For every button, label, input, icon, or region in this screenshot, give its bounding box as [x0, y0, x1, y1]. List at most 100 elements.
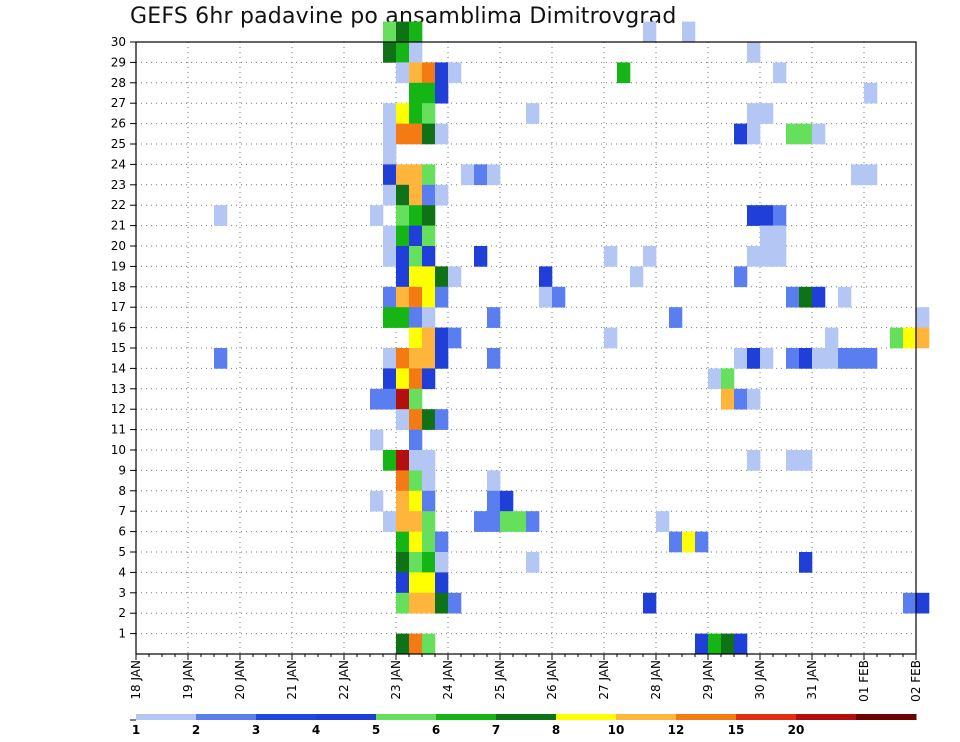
- heatmap-cell: [864, 348, 878, 369]
- heatmap-cell: [422, 531, 436, 553]
- heatmap-cell: [396, 205, 410, 226]
- y-tick-label: 7: [118, 504, 126, 518]
- heatmap-cell: [383, 246, 397, 267]
- heatmap-cell: [383, 225, 397, 247]
- y-tick-label: 4: [118, 565, 126, 579]
- heatmap-cell: [422, 184, 436, 206]
- heatmap-cell: [422, 225, 436, 247]
- x-tick-label: 30 JAN: [753, 660, 767, 700]
- heatmap-cell: [370, 429, 384, 451]
- legend-swatch: [796, 714, 857, 720]
- heatmap-cell: [734, 123, 748, 145]
- heatmap-cell: [422, 633, 436, 655]
- legend-label: 3: [252, 723, 260, 737]
- legend-label: 6: [432, 723, 440, 737]
- heatmap-cell: [643, 246, 657, 267]
- heatmap-cell: [422, 103, 436, 124]
- heatmap-cell: [786, 348, 800, 369]
- y-tick-label: 3: [118, 586, 126, 600]
- heatmap-cell: [721, 368, 735, 390]
- heatmap-cell: [487, 348, 501, 369]
- heatmap-cell: [396, 21, 410, 43]
- heatmap-cell: [734, 633, 748, 655]
- heatmap-cell: [747, 103, 761, 124]
- heatmap-cell: [669, 307, 683, 328]
- heatmap-cell: [825, 327, 839, 349]
- heatmap-cell: [409, 286, 423, 308]
- heatmap-cell: [396, 368, 410, 390]
- heatmap-cell: [721, 633, 735, 655]
- heatmap-cell: [552, 286, 566, 308]
- heatmap-cell: [383, 307, 397, 328]
- heatmap-cell: [890, 327, 904, 349]
- legend-swatch: [556, 714, 617, 720]
- heatmap-cell: [539, 286, 553, 308]
- heatmap-cell: [747, 205, 761, 226]
- heatmap-cell: [422, 286, 436, 308]
- heatmap-cell: [435, 572, 449, 594]
- heatmap-cell: [396, 490, 410, 512]
- x-tick-label: 27 JAN: [597, 660, 611, 700]
- heatmap-cell: [695, 633, 709, 655]
- heatmap-cell: [396, 123, 410, 145]
- heatmap-cell: [656, 511, 670, 532]
- heatmap-cell: [916, 592, 930, 614]
- heatmap-cell: [383, 123, 397, 145]
- heatmap-cell: [487, 164, 501, 186]
- heatmap-cell: [409, 572, 423, 594]
- heatmap-cell: [747, 42, 761, 63]
- heatmap-cell: [526, 511, 540, 532]
- legend-swatch: [736, 714, 797, 720]
- heatmap-cell: [396, 470, 410, 492]
- heatmap-cell: [396, 286, 410, 308]
- heatmap-cell: [409, 205, 423, 226]
- heatmap-cell: [422, 368, 436, 390]
- heatmap-cell: [526, 103, 540, 124]
- x-tick-label: 28 JAN: [649, 660, 663, 700]
- heatmap-cell: [396, 592, 410, 614]
- heatmap-cell: [396, 552, 410, 573]
- x-tick-label: 29 JAN: [701, 660, 715, 700]
- heatmap-cell: [448, 266, 462, 288]
- heatmap-cell: [383, 388, 397, 410]
- y-tick-label: 30: [111, 35, 126, 49]
- y-tick-label: 17: [111, 300, 126, 314]
- heatmap-cell: [396, 42, 410, 63]
- y-tick-label: 26: [111, 117, 126, 131]
- y-tick-label: 27: [111, 96, 126, 110]
- heatmap-cell: [435, 62, 449, 84]
- y-tick-label: 10: [111, 443, 126, 457]
- heatmap-cell: [409, 82, 423, 104]
- heatmap-cell: [422, 470, 436, 492]
- heatmap-cell: [799, 552, 813, 573]
- x-tick-label: 24 JAN: [441, 660, 455, 700]
- legend-label: 15: [728, 723, 745, 737]
- heatmap-cell: [799, 286, 813, 308]
- heatmap-cell: [409, 184, 423, 206]
- heatmap-cell: [409, 470, 423, 492]
- heatmap-cell: [669, 531, 683, 553]
- y-tick-label: 18: [111, 280, 126, 294]
- heatmap-cell: [747, 246, 761, 267]
- heatmap-cell: [396, 531, 410, 553]
- heatmap-cell: [682, 531, 696, 553]
- y-tick-label: 5: [118, 545, 126, 559]
- legend-swatch: [496, 714, 557, 720]
- x-tick-label: 22 JAN: [337, 660, 351, 700]
- heatmap-cell: [760, 205, 774, 226]
- heatmap-cell: [396, 409, 410, 430]
- heatmap-cell: [435, 592, 449, 614]
- heatmap-cell: [773, 205, 787, 226]
- heatmap-cell: [422, 307, 436, 328]
- heatmap-cell: [370, 388, 384, 410]
- heatmap-cell: [539, 266, 553, 288]
- y-tick-label: 20: [111, 239, 126, 253]
- heatmap-cell: [682, 21, 696, 43]
- heatmap-cell: [643, 21, 657, 43]
- heatmap-cell: [448, 327, 462, 349]
- heatmap-cell: [903, 592, 917, 614]
- heatmap-cell: [409, 450, 423, 471]
- y-tick-label: 19: [111, 259, 126, 273]
- y-tick-label: 6: [118, 525, 126, 539]
- y-tick-label: 8: [118, 484, 126, 498]
